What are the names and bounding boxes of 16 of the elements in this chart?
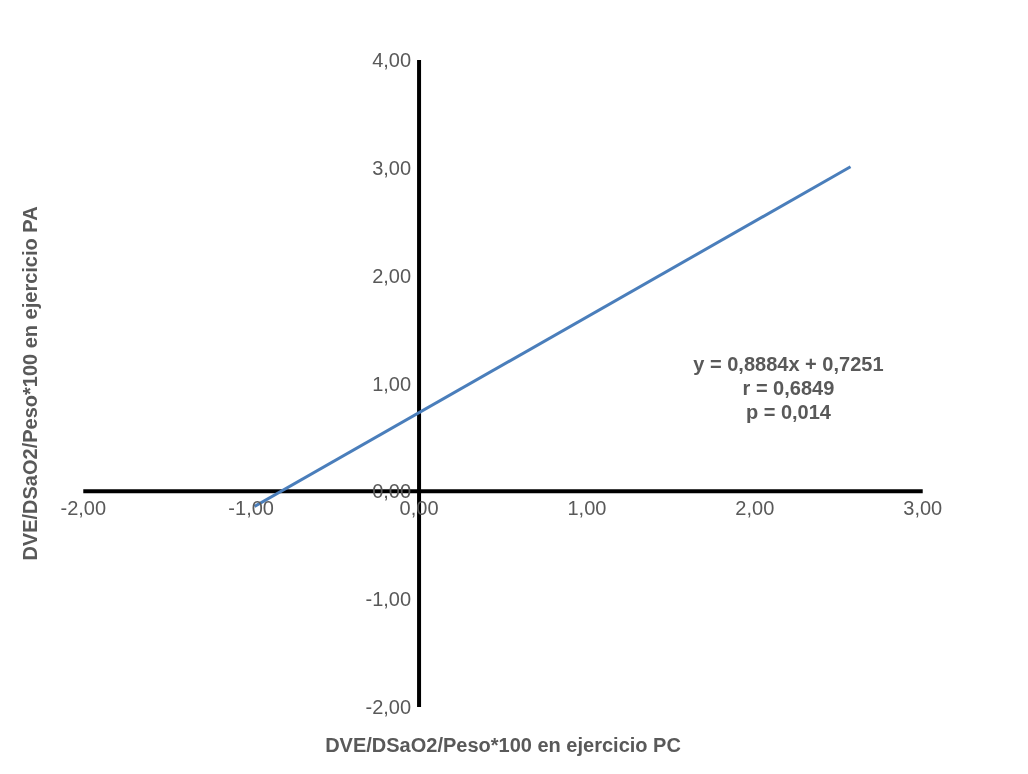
- x-axis-title: DVE/DSaO2/Peso*100 en ejercicio PC: [325, 733, 681, 756]
- x-tick-label: 2,00: [735, 497, 775, 520]
- y-axis-title: DVE/DSaO2/Peso*100 en ejercicio PA: [18, 206, 41, 561]
- annotation: y = 0,8884x + 0,7251: [693, 353, 884, 376]
- annotation: p = 0,014: [745, 400, 832, 423]
- x-tick-label: 1,00: [567, 497, 607, 520]
- y-tick-label: 2,00: [372, 264, 412, 287]
- annotation: r = 0,6849: [742, 376, 835, 399]
- y-tick-label: -1,00: [365, 588, 412, 611]
- x-tick-label: -1,00: [228, 497, 274, 520]
- y-tick-label: 3,00: [372, 156, 412, 179]
- y-tick-label: -2,00: [365, 696, 412, 719]
- x-tick-label: -2,00: [60, 497, 107, 520]
- y-tick-label: 4,00: [372, 48, 412, 71]
- y-tick-label: 1,00: [372, 372, 412, 395]
- x-tick-label: 3,00: [903, 497, 943, 520]
